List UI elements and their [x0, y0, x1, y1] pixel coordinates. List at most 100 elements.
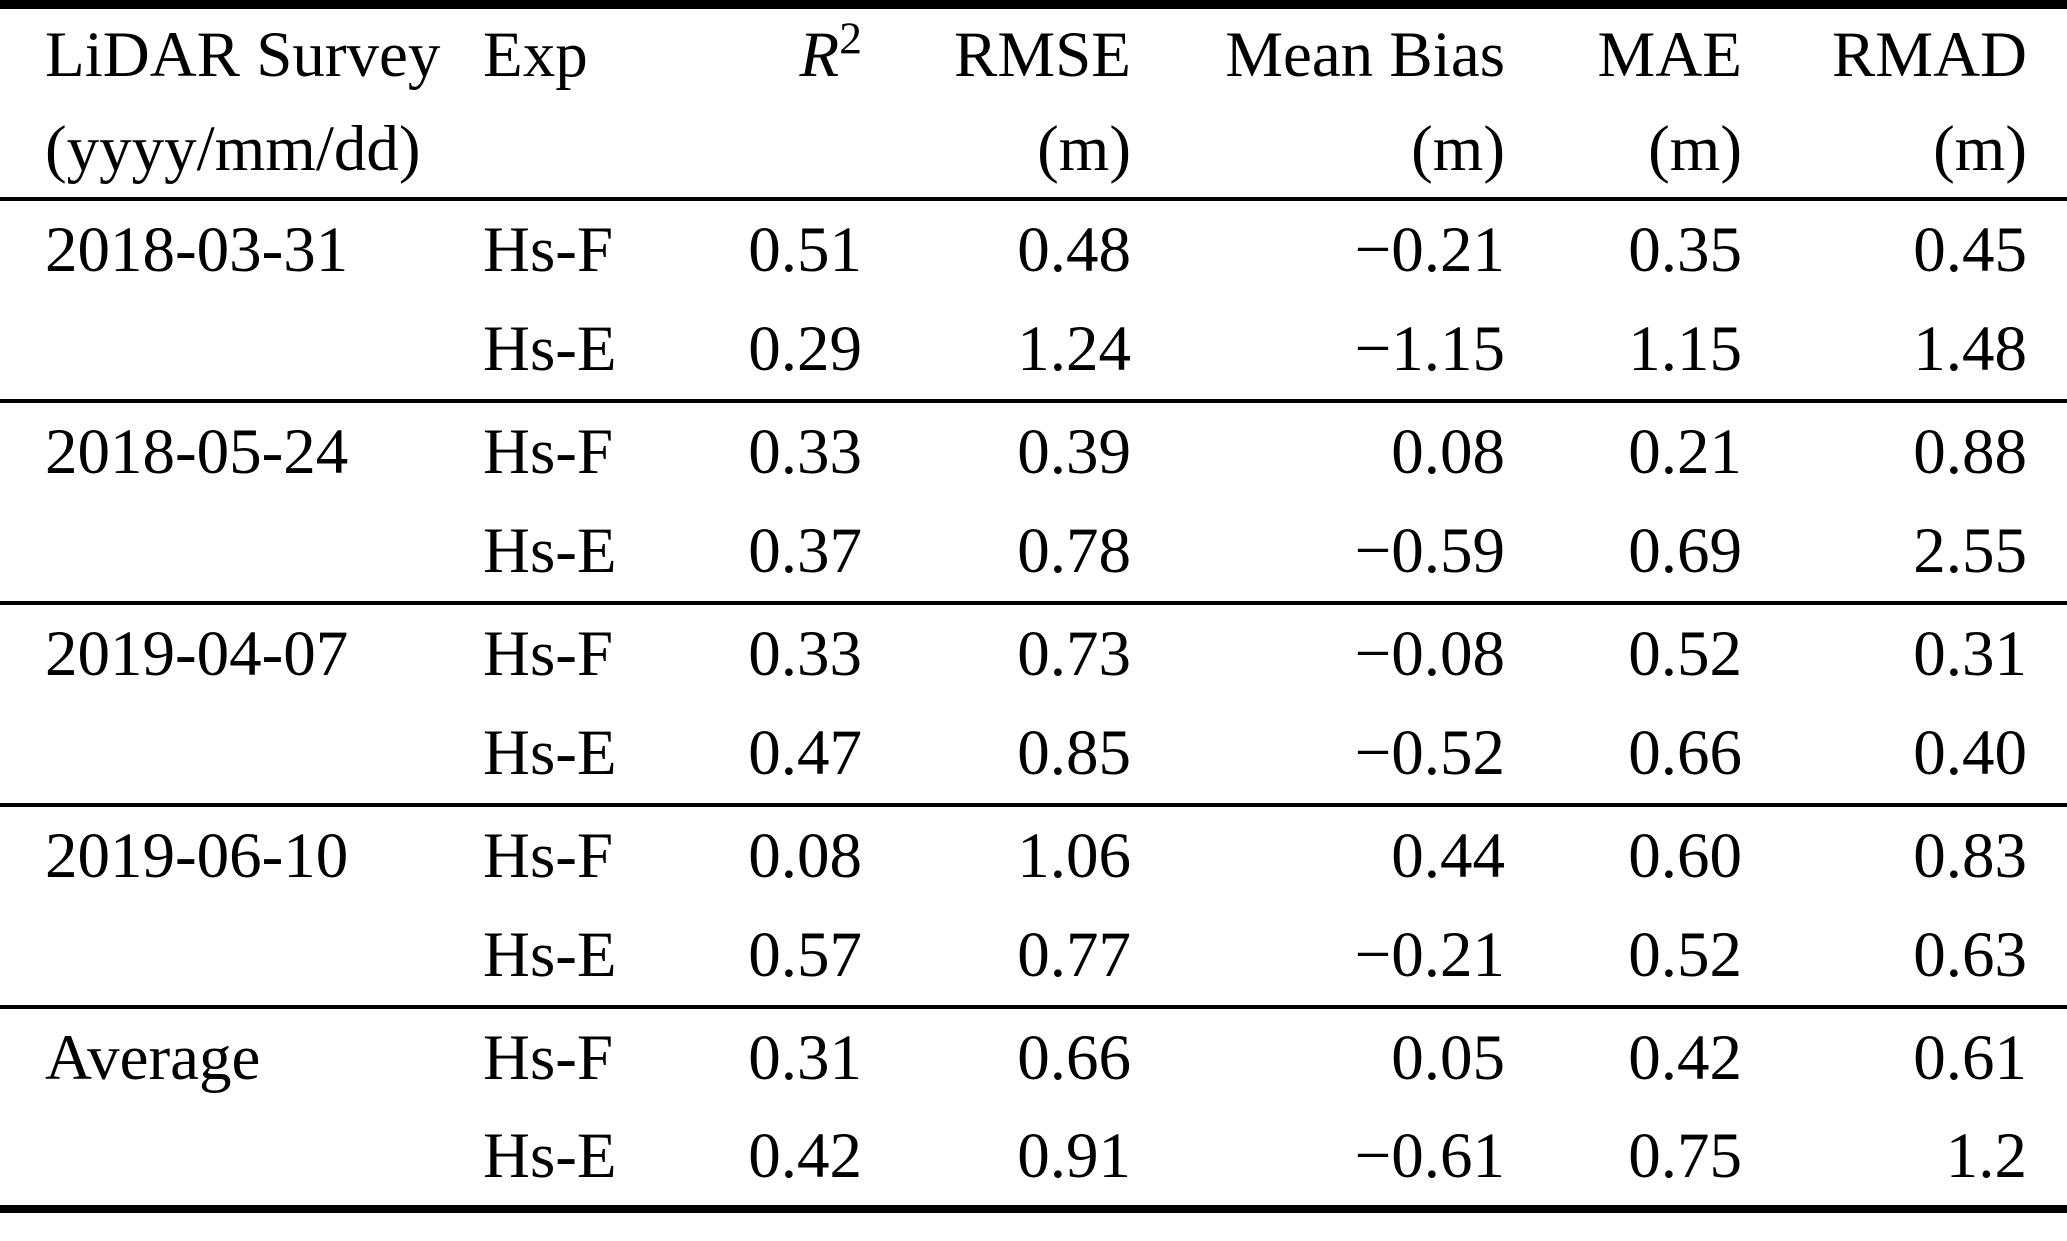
cell-survey-empty	[0, 906, 483, 1007]
group-average: Average Hs-F 0.31 0.66 0.05 0.42 0.61 Hs…	[0, 1006, 2067, 1209]
cell-rmad: 0.83	[1913, 819, 2027, 892]
cell-rmse: 1.24	[1017, 312, 1131, 385]
group-2018-03-31: 2018-03-31 Hs-F 0.51 0.48 −0.21 0.35 0.4…	[0, 198, 2067, 401]
cell-rmad: 0.61	[1913, 1021, 2027, 1094]
cell-mae: 0.52	[1628, 918, 1742, 991]
cell-mean-bias: −0.59	[1354, 514, 1505, 587]
cell-mae: 0.66	[1628, 716, 1742, 789]
cell-exp: Hs-E	[483, 514, 617, 587]
cell-survey-empty	[0, 704, 483, 805]
cell-rmse: 0.78	[1017, 514, 1131, 587]
header-lidar-survey: LiDAR Survey	[45, 18, 441, 91]
cell-rmad: 1.2	[1945, 1119, 2027, 1192]
table-row: 2019-06-10 Hs-F 0.08 1.06 0.44 0.60 0.83	[0, 804, 2067, 906]
cell-rmse: 0.66	[1017, 1021, 1131, 1094]
table-row: Hs-E 0.29 1.24 −1.15 1.15 1.48	[0, 300, 2067, 401]
cell-rmse: 0.73	[1017, 617, 1131, 690]
cell-r2: 0.33	[748, 617, 862, 690]
cell-mae: 0.42	[1628, 1021, 1742, 1094]
table-header: LiDAR Survey Exp R2 RMSE Mean Bias MAE R…	[0, 5, 2067, 199]
cell-r2: 0.33	[748, 415, 862, 488]
header-rmse: RMSE	[953, 18, 1131, 91]
cell-rmse: 0.39	[1017, 415, 1131, 488]
cell-r2: 0.31	[748, 1021, 862, 1094]
header-mae-unit: (m)	[1648, 112, 1742, 185]
cell-mean-bias: −0.61	[1354, 1119, 1505, 1192]
cell-mean-bias: −0.08	[1354, 617, 1505, 690]
header-units-row: (yyyy/mm/dd) (m) (m) (m) (m)	[0, 102, 2067, 199]
cell-exp: Hs-E	[483, 918, 617, 991]
cell-rmad: 0.63	[1913, 918, 2027, 991]
cell-r2: 0.37	[748, 514, 862, 587]
cell-r2: 0.29	[748, 312, 862, 385]
cell-mae: 1.15	[1628, 312, 1742, 385]
table-row: 2019-04-07 Hs-F 0.33 0.73 −0.08 0.52 0.3…	[0, 602, 2067, 704]
cell-mean-bias: 0.08	[1391, 415, 1505, 488]
cell-mean-bias: −0.52	[1354, 716, 1505, 789]
table-row: Hs-E 0.37 0.78 −0.59 0.69 2.55	[0, 502, 2067, 603]
table-row: 2018-05-24 Hs-F 0.33 0.39 0.08 0.21 0.88	[0, 400, 2067, 502]
header-r2-unit	[633, 102, 862, 199]
header-r-squared: R2	[633, 5, 862, 102]
cell-mean-bias: 0.44	[1391, 819, 1505, 892]
cell-survey-date: 2018-03-31	[45, 213, 349, 286]
table-row: 2018-03-31 Hs-F 0.51 0.48 −0.21 0.35 0.4…	[0, 198, 2067, 300]
cell-exp: Hs-E	[483, 1119, 617, 1192]
r-symbol: R	[799, 18, 840, 91]
cell-survey-average: Average	[45, 1021, 261, 1094]
cell-exp: Hs-E	[483, 312, 617, 385]
table-row: Hs-E 0.57 0.77 −0.21 0.52 0.63	[0, 906, 2067, 1007]
header-exp: Exp	[483, 18, 588, 91]
lidar-survey-stats-table: LiDAR Survey Exp R2 RMSE Mean Bias MAE R…	[0, 0, 2067, 1213]
cell-rmse: 0.85	[1017, 716, 1131, 789]
header-rmad-unit: (m)	[1933, 112, 2027, 185]
cell-mean-bias: −0.21	[1354, 213, 1505, 286]
cell-rmad: 0.40	[1913, 716, 2027, 789]
table-row: Average Hs-F 0.31 0.66 0.05 0.42 0.61	[0, 1006, 2067, 1108]
header-labels-row: LiDAR Survey Exp R2 RMSE Mean Bias MAE R…	[0, 5, 2067, 102]
cell-survey-date: 2018-05-24	[45, 415, 349, 488]
header-rmse-unit: (m)	[1037, 112, 1131, 185]
cell-survey-empty	[0, 1108, 483, 1209]
cell-r2: 0.51	[748, 213, 862, 286]
cell-exp: Hs-F	[483, 1021, 614, 1094]
cell-exp: Hs-F	[483, 213, 614, 286]
cell-rmad: 0.45	[1913, 213, 2027, 286]
header-mean-bias-unit: (m)	[1411, 112, 1505, 185]
table-row: Hs-E 0.42 0.91 −0.61 0.75 1.2	[0, 1108, 2067, 1209]
group-2019-06-10: 2019-06-10 Hs-F 0.08 1.06 0.44 0.60 0.83…	[0, 804, 2067, 1007]
cell-mae: 0.21	[1628, 415, 1742, 488]
group-2018-05-24: 2018-05-24 Hs-F 0.33 0.39 0.08 0.21 0.88…	[0, 400, 2067, 603]
cell-survey-empty	[0, 502, 483, 603]
cell-rmad: 0.88	[1913, 415, 2027, 488]
cell-r2: 0.42	[748, 1119, 862, 1192]
cell-mae: 0.35	[1628, 213, 1742, 286]
cell-mae: 0.52	[1628, 617, 1742, 690]
cell-exp: Hs-F	[483, 617, 614, 690]
header-mean-bias: Mean Bias	[1225, 18, 1505, 91]
cell-survey-empty	[0, 300, 483, 401]
cell-mean-bias: −0.21	[1354, 918, 1505, 991]
cell-rmad: 0.31	[1913, 617, 2027, 690]
cell-rmse: 1.06	[1017, 819, 1131, 892]
header-rmad: RMAD	[1831, 18, 2027, 91]
cell-survey-date: 2019-06-10	[45, 819, 349, 892]
header-mae: MAE	[1597, 18, 1742, 91]
cell-mean-bias: 0.05	[1391, 1021, 1505, 1094]
cell-rmse: 0.91	[1017, 1119, 1131, 1192]
header-date-format: (yyyy/mm/dd)	[45, 112, 421, 185]
cell-rmad: 2.55	[1913, 514, 2027, 587]
cell-rmse: 0.48	[1017, 213, 1131, 286]
cell-r2: 0.08	[748, 819, 862, 892]
cell-mae: 0.75	[1628, 1119, 1742, 1192]
cell-exp: Hs-F	[483, 415, 614, 488]
cell-r2: 0.57	[748, 918, 862, 991]
cell-mae: 0.60	[1628, 819, 1742, 892]
header-exp-unit	[483, 102, 633, 199]
cell-mean-bias: −1.15	[1354, 312, 1505, 385]
cell-mae: 0.69	[1628, 514, 1742, 587]
table-row: Hs-E 0.47 0.85 −0.52 0.66 0.40	[0, 704, 2067, 805]
r-exponent: 2	[839, 12, 862, 64]
cell-r2: 0.47	[748, 716, 862, 789]
cell-exp: Hs-F	[483, 819, 614, 892]
